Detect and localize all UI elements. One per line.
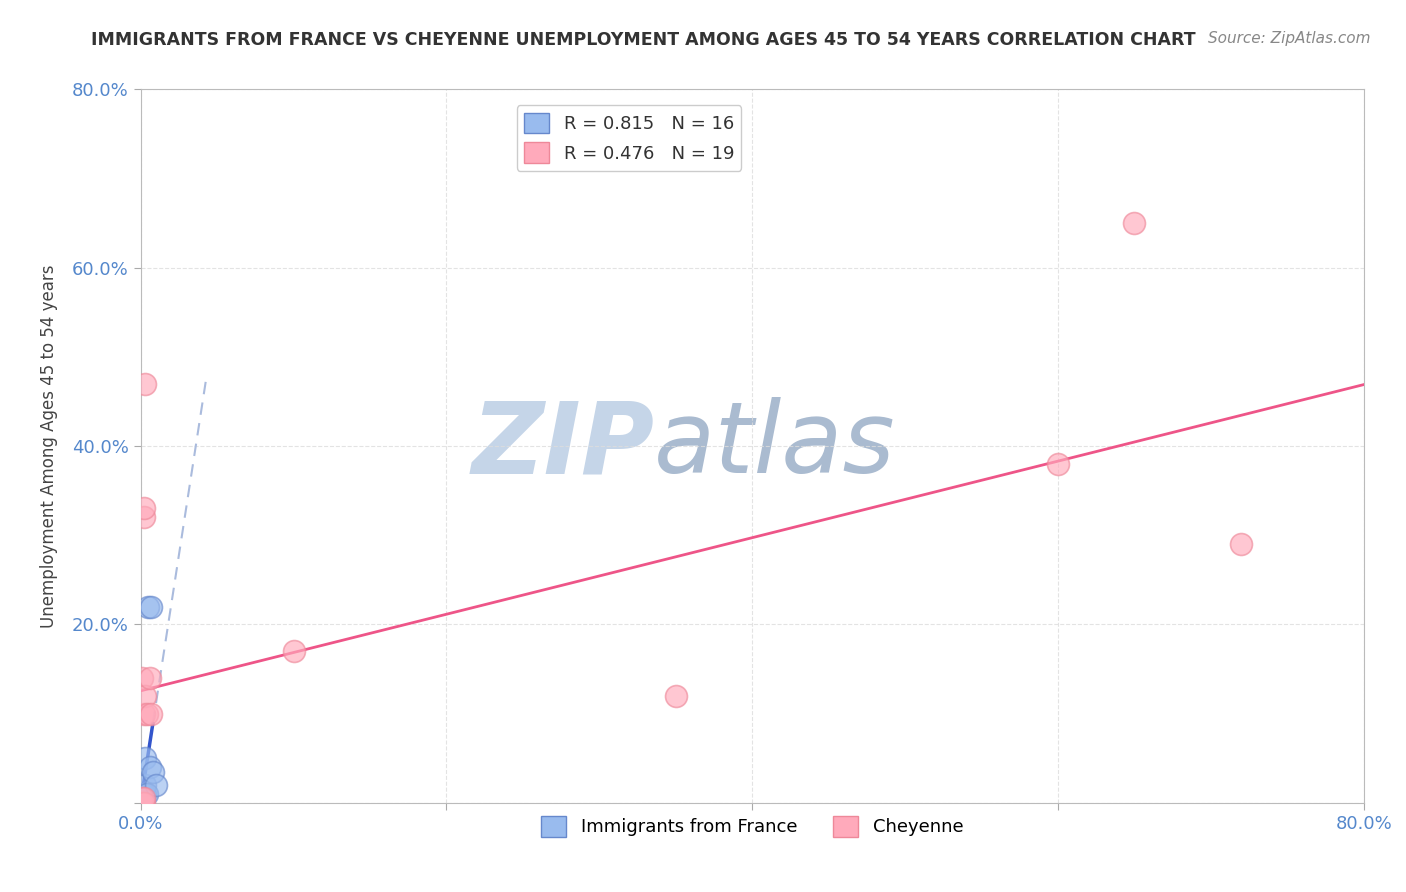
Point [132,501,155,516]
Point [283,644,305,658]
Point [131,796,153,810]
Point [131,796,153,810]
Point [139,760,162,774]
Point [131,796,153,810]
Point [665,689,688,703]
Point [142,764,165,779]
Point [141,706,163,721]
Point [132,787,155,801]
Text: ZIP: ZIP [471,398,654,494]
Point [134,689,156,703]
Point [132,706,155,721]
Point [136,599,159,614]
Point [132,510,155,524]
Point [131,671,153,685]
Point [134,778,156,792]
Point [134,787,156,801]
Point [131,791,153,805]
Legend: Immigrants from France, Cheyenne: Immigrants from France, Cheyenne [534,808,970,844]
Point [141,599,163,614]
Point [135,787,157,801]
Point [134,376,156,391]
Point [131,791,153,805]
Point [132,791,155,805]
Point [132,787,155,801]
Point [131,796,153,810]
Point [132,791,155,805]
Point [139,671,162,685]
Point [135,706,157,721]
Text: atlas: atlas [654,398,896,494]
Text: IMMIGRANTS FROM FRANCE VS CHEYENNE UNEMPLOYMENT AMONG AGES 45 TO 54 YEARS CORREL: IMMIGRANTS FROM FRANCE VS CHEYENNE UNEMP… [91,31,1197,49]
Point [134,751,156,765]
Point [145,778,167,792]
Point [1123,216,1146,230]
Point [1046,457,1070,471]
Point [132,796,155,810]
Y-axis label: Unemployment Among Ages 45 to 54 years: Unemployment Among Ages 45 to 54 years [39,264,58,628]
Point [131,796,153,810]
Point [1230,537,1253,551]
Text: Source: ZipAtlas.com: Source: ZipAtlas.com [1208,31,1371,46]
